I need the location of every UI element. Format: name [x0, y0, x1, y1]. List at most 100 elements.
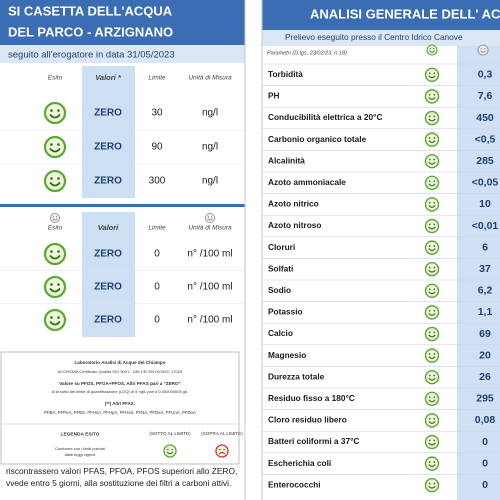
smiley-face [43, 275, 67, 299]
smiley-icon [424, 197, 440, 212]
cell: ZERO [94, 176, 122, 187]
smiley-face [205, 213, 215, 223]
smiley-icon [424, 110, 440, 126]
parameter-value: 7,6 [478, 90, 493, 102]
smiley-eye [433, 353, 436, 355]
parameter-name: Calcio [268, 328, 293, 338]
left-subheader-band [0, 45, 245, 63]
cell: ng/l [202, 108, 218, 119]
smiley-eye [428, 223, 431, 226]
smiley-icon [424, 153, 440, 169]
values-column-bg [457, 46, 500, 500]
smiley-eye [480, 48, 482, 50]
smiley-eye [433, 48, 435, 50]
smiley-face [424, 110, 440, 126]
parameter-name: Batteri coliformi a 37°C [268, 436, 359, 446]
right-subtitle: Prelievo eseguito presso il Centro Idric… [285, 32, 463, 42]
smiley-icon [426, 44, 438, 56]
smiley-eye [433, 223, 436, 226]
smiley-icon [205, 213, 215, 223]
parameter-value: <0,05 [472, 177, 499, 189]
smiley-face [477, 44, 489, 56]
parameter-name: Escherichia coli [268, 458, 331, 468]
smiley-icon [163, 444, 177, 458]
smiley-mouth [428, 75, 436, 79]
smiley-eye [167, 448, 169, 451]
left-title: SI CASETTA DELL'ACQUA [8, 3, 173, 18]
smiley-eye [428, 353, 431, 355]
smiley-face [163, 444, 177, 458]
smiley-mouth [52, 218, 58, 221]
smiley-mouth [428, 334, 436, 338]
smiley-mouth [429, 50, 435, 53]
smiley-icon [43, 242, 67, 266]
smiley-icon [43, 308, 67, 332]
smiley-eye [57, 316, 60, 319]
cell: 0 [154, 315, 160, 326]
parameter-value: 0,08 [475, 414, 496, 426]
parameter-value: 37 [479, 263, 491, 275]
smiley-eye [433, 461, 436, 463]
smiley-face [43, 135, 67, 159]
smiley-eye [433, 137, 436, 139]
smiley-mouth [49, 114, 61, 119]
smiley-eye [50, 316, 53, 319]
smiley-eye [50, 109, 53, 112]
smiley-icon [424, 434, 440, 450]
column-header: Limite [148, 75, 166, 82]
legend-note: Conforme con i limiti previsti [55, 446, 105, 451]
param-header: Parametri (D.lgs. 23/02/23, n.18) [267, 50, 347, 56]
smiley-face [424, 261, 440, 277]
smiley-eye [428, 245, 431, 247]
smiley-icon [43, 101, 67, 125]
smiley-eye [433, 266, 436, 269]
column-header: Unità di Misura [188, 75, 232, 82]
smiley-face [43, 242, 67, 266]
smiley-eye [428, 331, 431, 334]
smiley-eye [433, 245, 436, 247]
parameter-value: 0 [482, 479, 488, 491]
smiley-icon [424, 477, 440, 493]
lab-box [0, 351, 240, 465]
smiley-mouth [428, 442, 436, 446]
parameter-name: Azoto nitroso [268, 220, 321, 230]
smiley-eye [433, 201, 436, 204]
smiley-mouth [49, 255, 61, 260]
smiley-icon [424, 283, 440, 299]
column-header: Esito [48, 75, 63, 82]
smiley-face [424, 326, 440, 342]
parameter-value: 26 [479, 371, 491, 383]
smiley-eye [428, 482, 431, 485]
smiley-eye [50, 177, 53, 180]
smiley-eye [52, 216, 55, 218]
footer-text: riscontrassero valori PFAS, PFOA, PFOS s… [6, 466, 237, 476]
right-title: ANALISI GENERALE DELL' ACQU [310, 6, 500, 21]
smiley-face [424, 413, 440, 428]
smiley-icon [424, 369, 440, 385]
parameter-name: Enterococchi [268, 479, 321, 489]
cell: ng/l [202, 142, 218, 153]
parameter-name: Cloro residuo libero [268, 415, 347, 425]
parameter-name: Magnesio [268, 350, 306, 360]
parameter-value: 450 [476, 112, 494, 124]
cell: ZERO [94, 142, 122, 153]
legend-title: LEGENDA ESITO [61, 431, 100, 437]
left-subtitle: seguito all'erogatore in data 31/05/2023 [8, 50, 175, 61]
smiley-eye [55, 216, 58, 218]
lab-text: ACCREDIA Certificato Qualità ISO 9001 - … [58, 369, 183, 374]
smiley-mouth [428, 140, 436, 144]
column-header: Esito [48, 225, 63, 232]
smiley-face [424, 175, 440, 191]
parameter-name: Potassio [268, 307, 303, 317]
smiley-eye [428, 137, 431, 139]
parameter-name: Sodio [268, 285, 291, 295]
smiley-icon [50, 213, 60, 223]
smiley-eye [171, 448, 173, 451]
smiley-eye [219, 448, 221, 451]
smiley-mouth [428, 464, 436, 468]
parameter-name: Torbidità [268, 69, 303, 79]
smiley-eye [428, 72, 431, 75]
smiley-icon [215, 444, 229, 458]
parameter-value: <0,01 [472, 220, 499, 232]
